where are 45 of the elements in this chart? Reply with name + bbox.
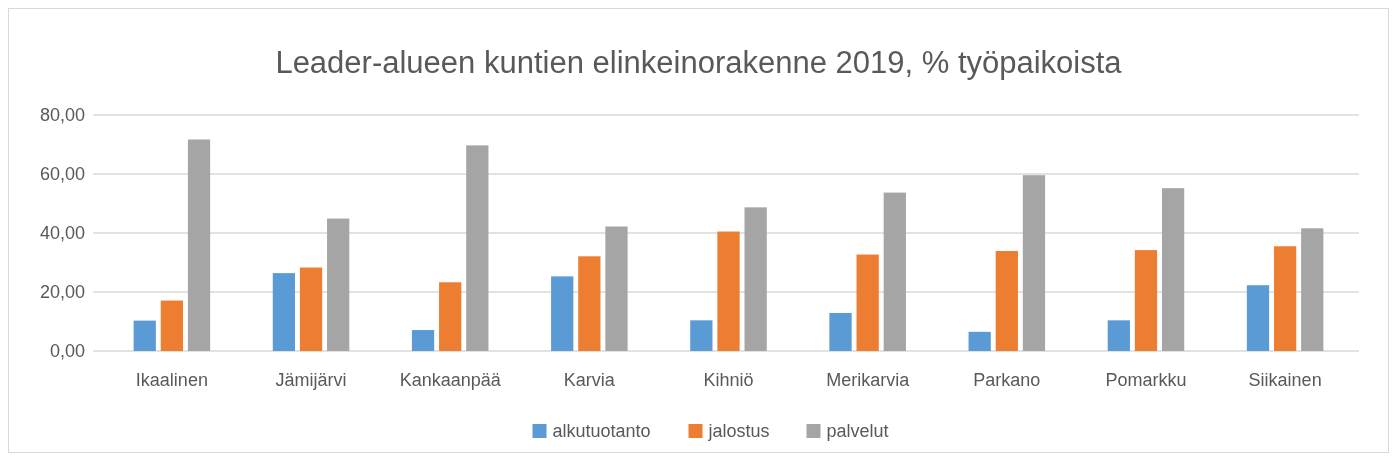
bar (1161, 188, 1185, 351)
bar (829, 312, 852, 351)
legend-label: jalostus (707, 421, 770, 441)
x-tick-label: Parkano (973, 370, 1041, 390)
bar (299, 267, 323, 351)
legend-label: alkutuotanto (552, 421, 651, 441)
bar (995, 251, 1018, 351)
bar (551, 276, 574, 351)
x-tick-label: Jämijärvi (275, 370, 347, 390)
chart-title: Leader-alueen kuntien elinkeinorakenne 2019, % työpaikoista (275, 45, 1123, 80)
bar (605, 226, 628, 351)
x-tick-label: Kihniö (703, 370, 754, 390)
bar (272, 273, 296, 351)
x-tick-label: Karvia (563, 370, 616, 390)
bar (327, 218, 350, 351)
x-tick-label: Merikarvia (826, 370, 911, 390)
bar (968, 331, 991, 351)
y-tick-label: 40,00 (39, 223, 85, 244)
bar (1134, 250, 1158, 351)
bar (439, 282, 462, 351)
bar (466, 145, 489, 351)
y-tick-label: 60,00 (39, 164, 85, 185)
x-tick-label: Kankaanpää (399, 370, 502, 390)
bar (856, 254, 879, 351)
x-tick-label: Pomarkku (1105, 370, 1187, 390)
bar (1273, 246, 1297, 351)
x-tick-label: Ikaalinen (135, 370, 208, 390)
y-tick-label: 20,00 (39, 282, 85, 303)
y-tick-label: 80,00 (39, 105, 85, 126)
bar (1246, 285, 1270, 351)
bar (160, 300, 184, 351)
legend-label: palvelut (826, 421, 889, 441)
bar (1301, 228, 1324, 351)
bar (187, 139, 211, 351)
bar (578, 256, 601, 351)
bar (1107, 320, 1130, 351)
bar (883, 192, 906, 351)
bar (690, 320, 713, 351)
bar (717, 231, 740, 351)
bar (1022, 175, 1046, 351)
y-tick-label: 0,00 (49, 341, 85, 362)
bar (411, 330, 435, 351)
x-tick-label: Siikainen (1248, 370, 1322, 390)
bar (744, 207, 767, 351)
bar (133, 320, 156, 351)
